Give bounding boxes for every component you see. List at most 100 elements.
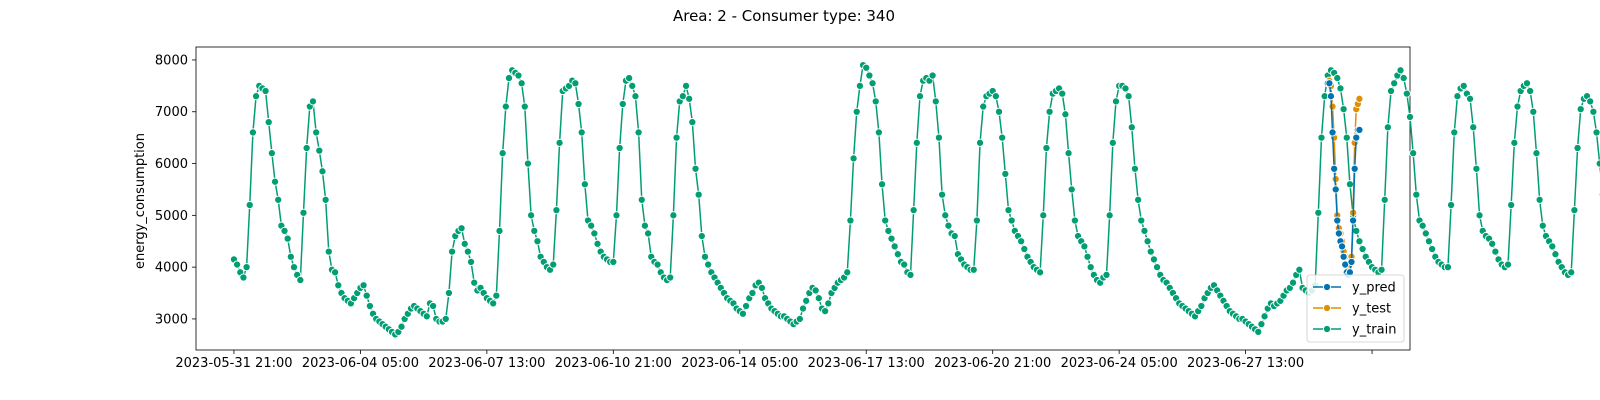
data-point-y-train [514,71,523,80]
data-point-y-train [1317,133,1326,142]
data-point-y-train [1399,74,1408,83]
series-y-pred [1323,79,1364,279]
data-point-y-train [843,268,852,277]
data-point-y-train [994,107,1004,116]
data-point-y-train [1412,190,1421,199]
data-point-y-train [1342,133,1351,142]
legend-marker [1322,324,1332,334]
data-point-y-train [448,247,457,256]
data-point-y-train [1130,164,1139,173]
data-point-y-pred [1350,164,1359,173]
x-tick-label: 2023-06-10 21:00 [555,356,672,371]
data-point-y-train [1004,206,1013,215]
data-point-y-train [637,195,646,204]
data-point-y-train [549,260,558,269]
data-point-y-train [1257,320,1266,329]
data-point-y-train [1121,84,1130,93]
y-tick-label: 7000 [155,105,188,120]
data-point-y-pred [1328,128,1337,137]
data-point-y-train [931,97,940,106]
data-point-y-train [1345,180,1354,189]
data-point-y-train [571,79,580,88]
series-line-y-train [233,63,1600,336]
data-point-y-train [855,81,864,90]
data-point-y-train [593,239,602,248]
data-point-y-pred [1333,216,1342,225]
data-point-y-test [1355,94,1364,103]
data-point-y-train [798,304,808,313]
data-point-y-train [460,239,469,248]
y-tick-label: 3000 [155,312,188,327]
data-point-y-train [849,154,858,163]
data-point-y-train [1380,195,1389,204]
data-point-y-train [1459,81,1468,90]
data-point-y-pred [1326,92,1336,101]
data-point-y-train [868,79,877,88]
data-point-y-train [912,138,921,147]
y-tick-label: 5000 [155,209,188,224]
data-point-y-train [1475,211,1484,220]
data-point-y-train [1070,216,1079,225]
y-axis: 3000 4000 5000 6000 7000 8000 [155,53,196,327]
data-point-y-train [991,92,1000,101]
data-point-y-train [520,102,529,111]
data-point-y-train [1102,270,1111,279]
data-point-y-train [1124,92,1133,101]
data-point-y-train [1295,265,1304,274]
data-point-y-train [1443,263,1452,272]
data-point-y-train [811,286,820,295]
data-point-y-pred [1334,229,1343,238]
data-point-y-train [267,149,276,158]
data-point-y-train [318,167,327,176]
data-point-y-train [239,273,248,282]
legend-entry-y-test: y_test [1313,302,1391,317]
data-point-y-train [1592,128,1600,137]
data-point-y-train [1254,327,1263,336]
x-tick-label: 2023-05-31 21:00 [175,356,292,371]
data-point-y-train [938,190,947,199]
data-point-y-pred [1337,242,1347,251]
data-point-y-pred [1352,133,1361,142]
data-point-y-train [877,180,887,189]
data-point-y-train [615,143,624,153]
data-point-y-train [312,128,321,137]
data-point-y-pred [1330,164,1339,173]
data-point-y-train [261,86,270,96]
data-point-y-train [1140,226,1149,235]
data-point-y-train [574,99,583,109]
data-point-y-train [998,133,1007,142]
data-point-y-train [1453,92,1462,101]
data-point-y-train [1535,195,1544,204]
data-point-y-train [1396,66,1405,75]
data-point-y-train [274,195,283,204]
data-point-y-train [530,226,539,235]
data-point-y-train [1108,138,1117,147]
data-point-y-train [1469,123,1478,132]
data-point-y-train [1570,206,1579,215]
data-point-y-train [1197,301,1206,311]
data-point-y-train [1573,143,1582,153]
data-point-y-train [1589,107,1598,116]
data-point-y-train [666,273,675,282]
data-point-y-train [941,211,950,220]
data-point-y-train [324,247,333,256]
x-tick-label: 2023-06-20 21:00 [934,356,1051,371]
data-point-y-train [504,74,514,83]
data-point-y-train [315,146,324,155]
data-point-y-train [1336,84,1345,93]
data-point-y-train [884,226,893,235]
y-axis-label: energy_consumption [133,133,148,269]
data-point-y-train [470,278,479,287]
legend-label: y_pred [1352,281,1396,296]
data-point-y-train [697,231,706,241]
data-point-y-train [653,260,662,269]
data-point-y-train [233,260,242,269]
data-point-y-train [1529,107,1538,116]
data-point-y-train [972,216,981,225]
data-point-y-train [1421,229,1430,238]
data-point-y-train [270,177,280,186]
y-tick-label: 4000 [155,261,188,276]
data-point-y-train [587,221,596,230]
data-point-y-train [1064,149,1073,158]
